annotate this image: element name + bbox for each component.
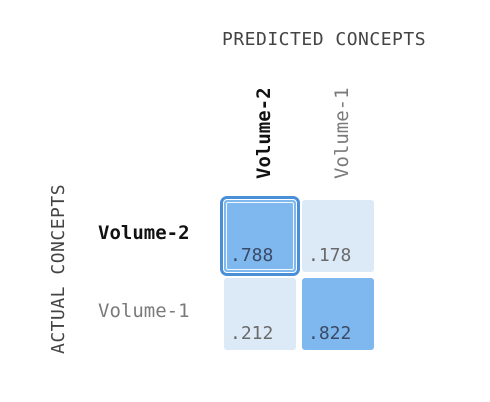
cell-value: .822: [308, 323, 351, 344]
row-label-volume-1[interactable]: Volume-1: [98, 300, 190, 322]
matrix-cell-volume-2-volume-1[interactable]: .178: [302, 200, 374, 272]
row-label-volume-2[interactable]: Volume-2: [98, 222, 190, 244]
column-label-volume-1[interactable]: Volume-1: [331, 87, 353, 179]
y-axis-title: ACTUAL CONCEPTS: [48, 184, 69, 354]
cell-value: .788: [230, 245, 273, 266]
matrix-cell-volume-1-volume-1[interactable]: .822: [302, 278, 374, 350]
x-axis-title: PREDICTED CONCEPTS: [222, 29, 426, 50]
column-label-volume-2[interactable]: Volume-2: [253, 87, 275, 179]
matrix-cell-volume-2-volume-2[interactable]: .788: [224, 200, 296, 272]
cell-value: .212: [230, 323, 273, 344]
matrix-cell-volume-1-volume-2[interactable]: .212: [224, 278, 296, 350]
cell-value: .178: [308, 245, 351, 266]
